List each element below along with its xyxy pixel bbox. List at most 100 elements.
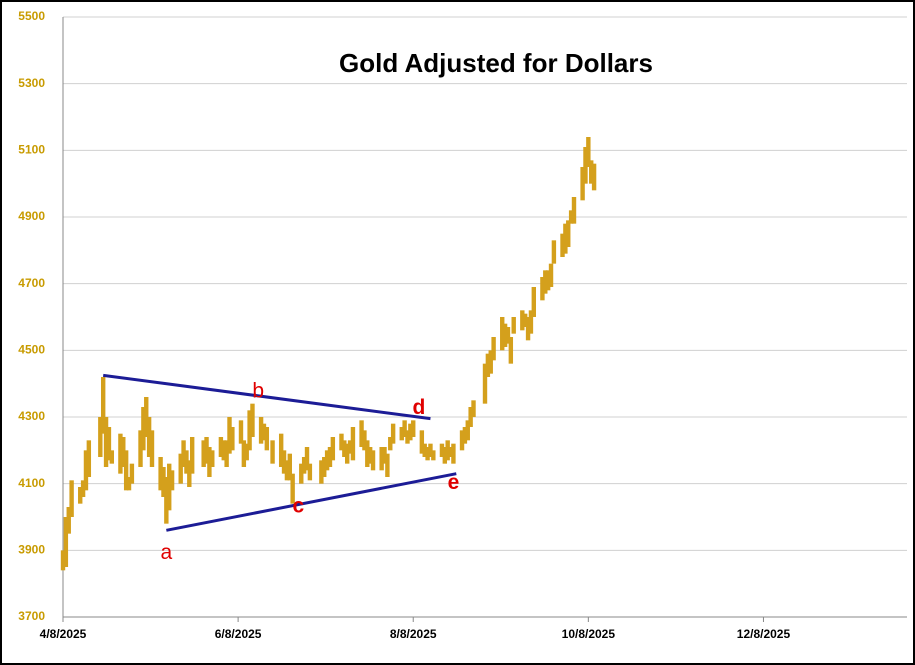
price-bar (161, 467, 166, 497)
price-bar (359, 420, 364, 447)
price-bar (422, 443, 427, 457)
price-bar (589, 160, 594, 184)
price-bar (189, 437, 195, 474)
price-bar (551, 240, 557, 264)
price-bar (508, 337, 514, 364)
price-bar (370, 450, 376, 471)
price-bar (448, 447, 453, 457)
price-bar (545, 270, 551, 291)
price-bar (164, 477, 169, 524)
price-bar (106, 427, 112, 461)
price-bar (78, 487, 83, 504)
price-bar (580, 167, 585, 201)
price-bar (224, 440, 229, 467)
price-bar (520, 310, 525, 331)
price-bar (468, 407, 473, 427)
price-bar (181, 440, 186, 467)
price-bar (471, 400, 476, 417)
price-bar (290, 473, 295, 504)
price-bar (342, 440, 347, 457)
price-bar (218, 437, 224, 457)
price-bar (307, 463, 313, 481)
price-bar (419, 430, 425, 454)
price-bar (158, 457, 163, 491)
price-bar (488, 350, 493, 374)
price-bar (402, 420, 407, 437)
price-bar (548, 263, 554, 287)
price-bar (284, 460, 290, 481)
price-bar (350, 427, 356, 461)
price-bar (502, 323, 508, 347)
price-bar (264, 427, 270, 451)
price-bar (98, 417, 103, 457)
price-bar (339, 433, 344, 451)
price-bar (425, 447, 430, 461)
price-bar (169, 470, 175, 491)
price-bar (367, 447, 373, 464)
price-bar (327, 447, 333, 467)
price-bar (270, 440, 275, 464)
x-tick-label: 8/8/2025 (390, 627, 437, 641)
price-bar (204, 437, 209, 464)
price-bar (485, 353, 491, 377)
price-bar (382, 447, 387, 464)
price-bar (304, 447, 310, 471)
price-bar (103, 417, 109, 467)
price-bar (100, 377, 106, 434)
y-tick-label: 5100 (18, 143, 45, 157)
price-bar (83, 450, 89, 491)
price-bar (118, 433, 123, 474)
price-bar (146, 417, 152, 457)
price-bar (149, 430, 155, 467)
price-bar (385, 453, 390, 477)
price-bar (563, 223, 568, 254)
price-bar (258, 417, 264, 444)
chart-title: Gold Adjusted for Dollars (339, 48, 653, 78)
price-bar (324, 450, 330, 471)
price-bar (442, 447, 448, 464)
price-bar (560, 233, 565, 257)
price-bar (405, 430, 410, 444)
x-tick-label: 4/8/2025 (40, 627, 87, 641)
price-bar (465, 420, 470, 441)
price-bar (60, 550, 66, 571)
price-bar (568, 210, 574, 224)
price-bar (144, 397, 149, 437)
price-bar (244, 443, 249, 461)
price-bar (322, 457, 327, 477)
price-bar (439, 443, 445, 457)
price-bar (187, 460, 192, 487)
price-bar (201, 440, 206, 467)
y-tick-label: 4700 (18, 276, 45, 290)
price-bar (207, 447, 212, 477)
price-bar (261, 423, 267, 441)
y-tick-label: 3900 (18, 543, 45, 557)
price-bar (390, 423, 396, 444)
price-bar (445, 440, 450, 461)
price-bar (408, 423, 413, 441)
price-bar (238, 420, 244, 444)
price-bar (247, 410, 252, 451)
wave-label: d (413, 396, 426, 419)
wave-label: c (293, 495, 305, 518)
price-bar (522, 313, 528, 327)
price-bar (301, 457, 307, 474)
price-bar (86, 440, 92, 477)
price-bar (482, 363, 488, 404)
price-bar (566, 220, 571, 247)
price-bar (431, 450, 436, 461)
price-bar (109, 450, 115, 464)
wave-label: e (448, 471, 460, 494)
price-bar (459, 430, 465, 451)
price-bar (278, 433, 284, 467)
x-tick-label: 10/8/2025 (562, 627, 616, 641)
y-tick-label: 5500 (18, 9, 45, 23)
price-bar (287, 453, 292, 481)
y-tick-label: 4500 (18, 343, 45, 357)
wave-label: a (161, 541, 173, 564)
trend-line (166, 472, 457, 532)
price-bar (66, 507, 71, 534)
price-bar (221, 440, 226, 461)
y-tick-label: 4100 (18, 476, 45, 490)
price-bar (500, 317, 505, 351)
